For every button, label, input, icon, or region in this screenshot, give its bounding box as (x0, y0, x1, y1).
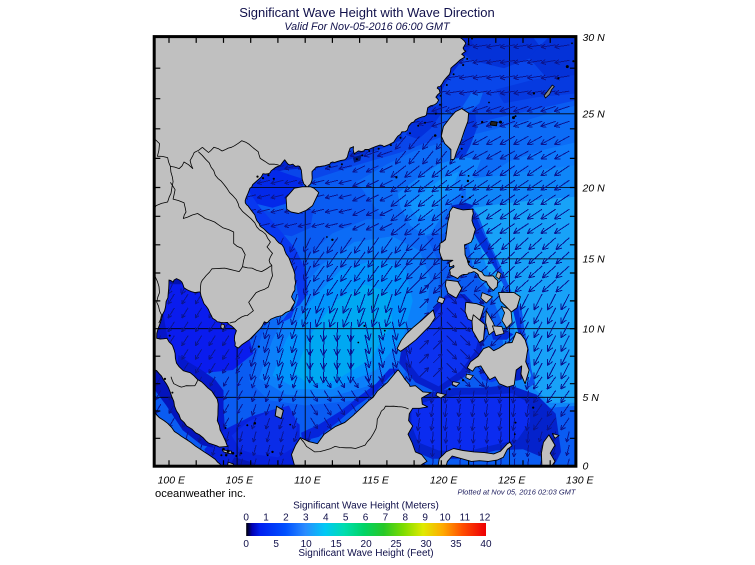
svg-text:12: 12 (479, 513, 491, 524)
svg-text:115 E: 115 E (362, 475, 390, 487)
svg-text:6: 6 (363, 513, 369, 524)
svg-text:15 N: 15 N (583, 254, 606, 266)
svg-text:9: 9 (422, 513, 428, 524)
svg-text:10 N: 10 N (583, 323, 606, 335)
svg-text:10: 10 (301, 539, 313, 550)
svg-text:1: 1 (263, 513, 269, 524)
svg-text:130 E: 130 E (566, 475, 594, 487)
svg-text:25: 25 (390, 539, 402, 550)
svg-text:0: 0 (583, 460, 589, 472)
svg-text:0: 0 (243, 513, 249, 524)
svg-text:8: 8 (402, 513, 408, 524)
svg-text:oceanweather inc.: oceanweather inc. (155, 488, 246, 500)
svg-text:125 E: 125 E (498, 475, 526, 487)
svg-text:5: 5 (343, 513, 349, 524)
svg-text:5 N: 5 N (583, 392, 600, 404)
svg-text:7: 7 (383, 513, 389, 524)
svg-text:Significant Wave Height (Meter: Significant Wave Height (Meters) (293, 500, 439, 511)
svg-text:10: 10 (439, 513, 451, 524)
svg-text:30: 30 (420, 539, 432, 550)
svg-text:30 N: 30 N (583, 32, 606, 44)
svg-text:Significant Wave Height (Feet): Significant Wave Height (Feet) (298, 548, 433, 559)
svg-text:105 E: 105 E (226, 475, 254, 487)
svg-text:3: 3 (303, 513, 309, 524)
svg-text:Significant Wave Height with W: Significant Wave Height with Wave Direct… (239, 5, 495, 20)
svg-text:Plotted at Nov 05, 2016 02:03: Plotted at Nov 05, 2016 02:03 GMT (458, 488, 577, 497)
svg-text:25 N: 25 N (582, 109, 606, 121)
svg-text:5: 5 (273, 539, 279, 550)
svg-text:100 E: 100 E (158, 475, 186, 487)
svg-text:Valid For Nov-05-2016 06:00 GM: Valid For Nov-05-2016 06:00 GMT (284, 21, 451, 33)
svg-text:0: 0 (243, 539, 249, 550)
svg-text:2: 2 (283, 513, 289, 524)
svg-text:15: 15 (331, 539, 343, 550)
svg-text:20: 20 (361, 539, 373, 550)
svg-text:11: 11 (460, 513, 471, 524)
svg-text:40: 40 (480, 539, 492, 550)
svg-text:4: 4 (323, 513, 329, 524)
svg-text:35: 35 (450, 539, 462, 550)
svg-text:120 E: 120 E (430, 475, 458, 487)
svg-text:110 E: 110 E (294, 475, 322, 487)
svg-text:20 N: 20 N (582, 182, 606, 194)
